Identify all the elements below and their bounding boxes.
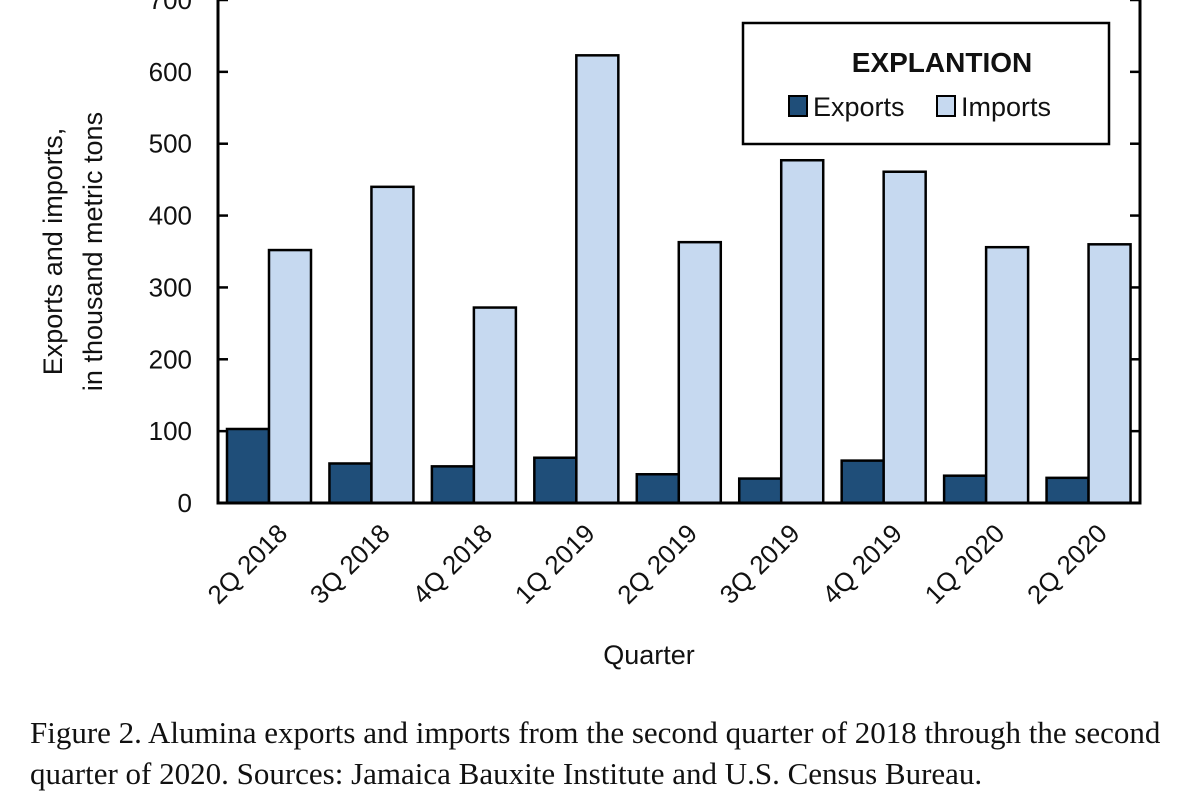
bar-imports: [575, 54, 620, 505]
legend-items: Exports Imports: [788, 92, 1051, 122]
bars: [225, 54, 1132, 505]
y-axis-title-line-2: in thousand metric tons: [78, 112, 108, 391]
legend-label-imports: Imports: [961, 92, 1051, 122]
x-axis-title: Quarter: [603, 640, 695, 670]
x-tick-label: 2Q 2019: [611, 518, 703, 610]
bar-exports: [840, 459, 885, 505]
y-tick-label: 100: [149, 416, 192, 446]
y-tick-label: 700: [149, 0, 192, 15]
bar-imports: [267, 248, 313, 505]
y-axis-title: Exports and imports, in thousand metric …: [38, 112, 108, 391]
bar-exports: [942, 474, 988, 505]
y-tick-label: 200: [149, 344, 192, 374]
plot-frame: [216, 0, 1142, 505]
bar-imports: [1087, 243, 1132, 505]
legend-swatch-exports: [788, 95, 808, 117]
x-tick-label: 1Q 2019: [509, 518, 601, 610]
x-tick-label: 2Q 2018: [201, 518, 293, 610]
y-tick-label: 400: [149, 201, 192, 231]
legend-swatch-imports: [936, 95, 956, 117]
y-tick-label: 300: [149, 272, 192, 302]
bar-imports: [984, 245, 1030, 505]
bar-exports: [533, 456, 578, 505]
bar-imports: [472, 306, 518, 505]
x-tick-label: 3Q 2018: [304, 518, 396, 610]
bar-exports: [430, 465, 476, 505]
y-tick-label: 0: [178, 488, 192, 518]
y-axis-ticks: 0 100 200 300 400 500 600 700: [149, 0, 1140, 518]
legend: EXPLANTION Exports Imports: [741, 21, 1111, 146]
bar-exports: [635, 473, 681, 505]
x-tick-label: 1Q 2020: [919, 518, 1011, 610]
bar-imports: [882, 170, 927, 505]
bar-exports: [225, 427, 271, 505]
x-tick-label: 4Q 2018: [406, 518, 498, 610]
bar-exports: [737, 477, 783, 505]
legend-box: [741, 21, 1111, 146]
x-axis-tick-labels: 2Q 2018 3Q 2018 4Q 2018 1Q 2019 2Q 2019 3Q 20…: [201, 518, 1112, 610]
x-tick-label: 3Q 2019: [714, 518, 806, 610]
bar-exports: [328, 462, 373, 505]
bar-exports: [1045, 476, 1090, 505]
bar-imports: [779, 158, 825, 505]
x-tick-label: 2Q 2020: [1021, 518, 1113, 610]
legend-label-exports: Exports: [813, 92, 905, 122]
bar-imports: [370, 185, 415, 505]
bar-imports: [677, 240, 723, 505]
y-tick-label: 500: [149, 129, 192, 159]
legend-title: EXPLANTION: [852, 47, 1032, 78]
x-tick-label: 4Q 2019: [816, 518, 908, 610]
y-axis-title-line-1: Exports and imports,: [38, 128, 68, 376]
y-tick-label: 600: [149, 57, 192, 87]
figure-caption: Figure 2. Alumina exports and imports fr…: [30, 715, 1161, 791]
